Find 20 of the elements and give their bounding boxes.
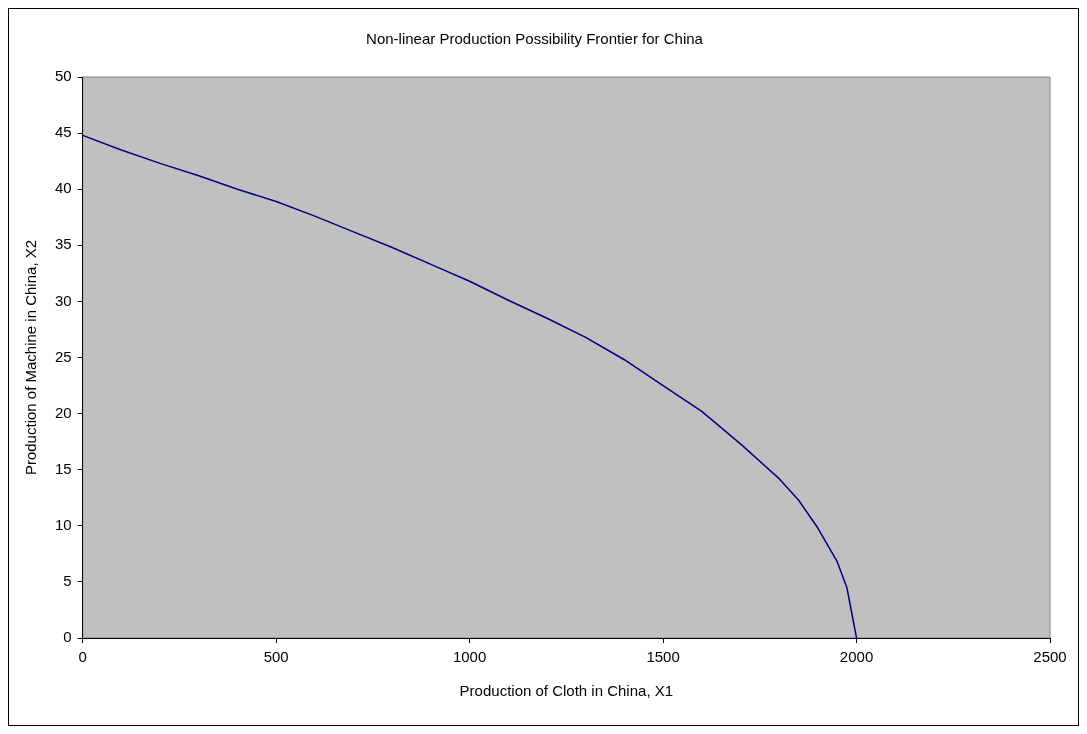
x-tick-label: 500: [263, 648, 289, 666]
y-tick-label: 10: [55, 515, 72, 533]
y-tick-label: 45: [55, 123, 72, 141]
x-tick-label: 1500: [646, 648, 680, 666]
x-tick-label: 0: [78, 648, 87, 666]
y-tick-label: 30: [55, 291, 72, 309]
x-tick-label: 2000: [839, 648, 874, 666]
y-tick-label: 15: [55, 459, 72, 477]
y-tick-label: 0: [63, 628, 72, 646]
x-tick-label: 1000: [452, 648, 487, 666]
y-tick-label: 40: [55, 179, 72, 197]
y-tick-label: 20: [55, 403, 72, 421]
y-axis-title: Production of Machine in China, X2: [22, 239, 40, 476]
y-tick-label: 5: [63, 572, 72, 590]
x-axis-title: Production of Cloth in China, X1: [459, 682, 674, 700]
y-tick-label: 50: [55, 67, 72, 85]
x-tick-label: 2500: [1033, 648, 1067, 666]
y-tick-label: 25: [55, 347, 72, 365]
chart-title: Non-linear Production Possibility Frontier for China: [366, 30, 704, 48]
y-tick-label: 35: [55, 235, 72, 253]
